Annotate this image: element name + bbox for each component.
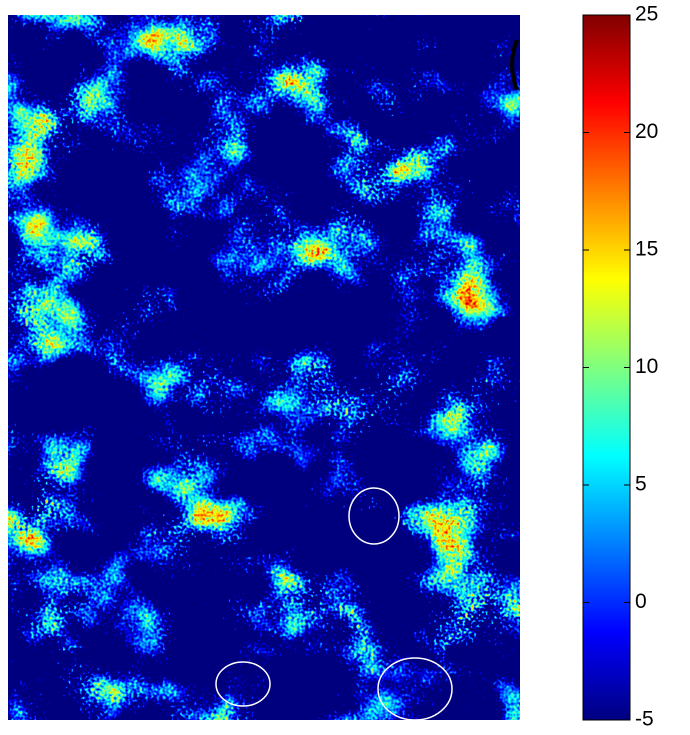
colorbar-tick-label: 5 bbox=[635, 473, 647, 496]
colorbar-tick-label: 15 bbox=[635, 238, 658, 261]
chart: -5 0 5 10 15 20 25 bbox=[0, 0, 690, 735]
colorbar-tick-label: 0 bbox=[635, 590, 647, 613]
colorbar-tick-label: -5 bbox=[635, 708, 654, 731]
colorbar-tick-label: 25 bbox=[635, 3, 658, 26]
colorbar-tick-label: 20 bbox=[635, 120, 658, 143]
image bbox=[8, 15, 520, 720]
colorbar-tick-label: 10 bbox=[635, 355, 658, 378]
colorbar bbox=[583, 15, 630, 720]
